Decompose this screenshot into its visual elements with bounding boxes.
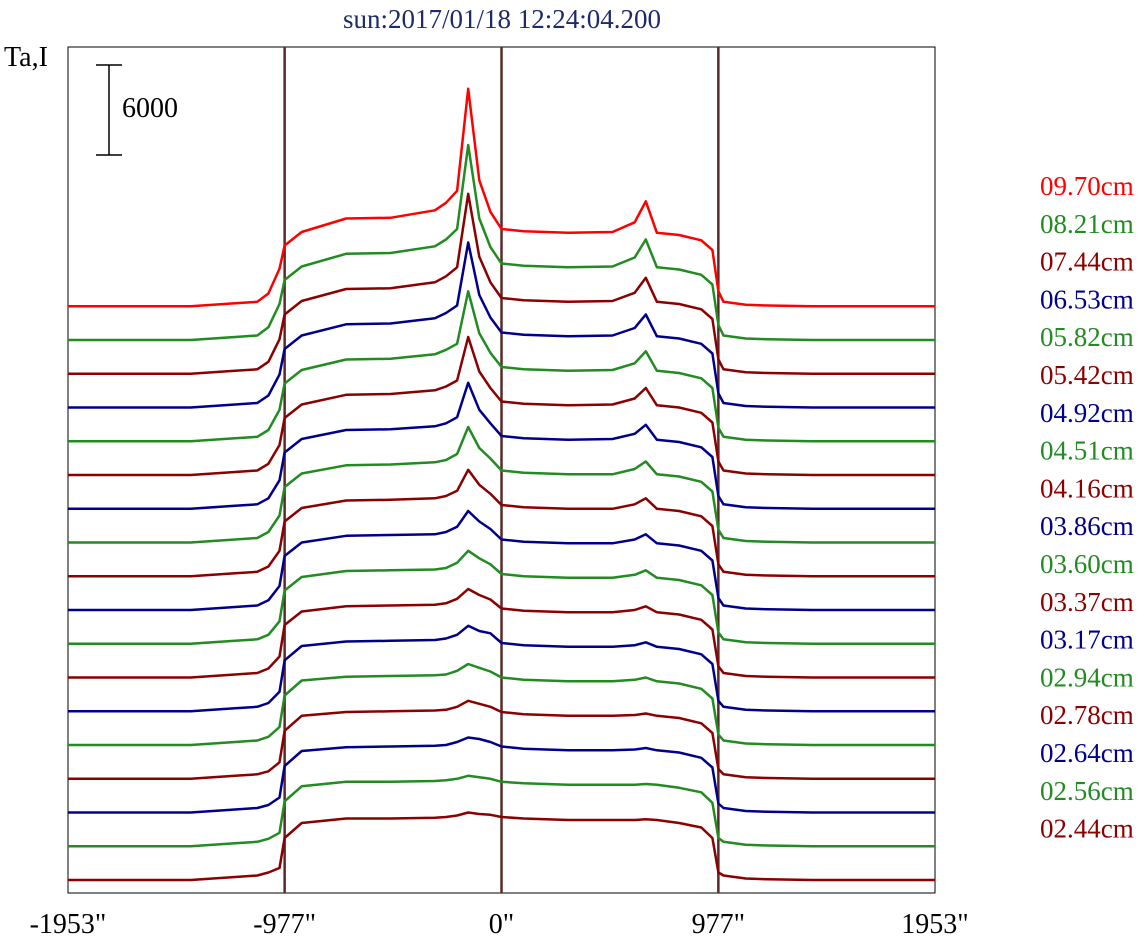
series-line-03.86cm (68, 509, 935, 612)
legend-entry-06.53cm: 06.53cm (1040, 284, 1134, 314)
legend-entry-02.44cm: 02.44cm (1040, 814, 1134, 844)
legend: 09.70cm 08.21cm 07.44cm 06.53cm 05.82cm 05.42… (1040, 171, 1134, 844)
series-line-09.70cm (68, 87, 935, 308)
legend-entry-02.78cm: 02.78cm (1040, 700, 1134, 730)
series-line-04.16cm (68, 468, 935, 578)
legend-entry-02.94cm: 02.94cm (1040, 662, 1134, 692)
x-axis-tick-labels: -1953" -977" 0" 977" 1953" (30, 909, 969, 940)
series-line-03.60cm (68, 549, 935, 646)
y-axis-label: Ta,I (4, 42, 48, 73)
legend-entry-04.16cm: 04.16cm (1040, 473, 1134, 503)
x-tick-label-2: 0" (489, 909, 514, 940)
legend-entry-03.60cm: 03.60cm (1040, 549, 1134, 579)
x-tick-label-0: -1953" (30, 909, 107, 940)
scale-bar: 6000 (96, 64, 178, 156)
x-tick-label-1: -977" (253, 909, 316, 940)
scale-bar-label: 6000 (122, 93, 178, 124)
series-line-02.44cm (68, 811, 935, 882)
series-line-02.78cm (68, 699, 935, 781)
legend-entry-03.86cm: 03.86cm (1040, 511, 1134, 541)
series-line-03.17cm (68, 624, 935, 713)
legend-entry-02.64cm: 02.64cm (1040, 738, 1134, 768)
series-line-03.37cm (68, 587, 935, 679)
series-line-05.42cm (68, 335, 935, 477)
series-line-02.56cm (68, 774, 935, 848)
legend-entry-03.17cm: 03.17cm (1040, 625, 1134, 655)
chart-title: sun:2017/01/18 12:24:04.200 (343, 4, 661, 34)
series-line-05.82cm (68, 290, 935, 443)
series-line-02.64cm (68, 736, 935, 814)
legend-entry-04.92cm: 04.92cm (1040, 398, 1134, 428)
series-line-08.21cm (68, 143, 935, 342)
legend-entry-04.51cm: 04.51cm (1040, 436, 1134, 466)
legend-entry-07.44cm: 07.44cm (1040, 247, 1134, 277)
series-line-07.44cm (68, 192, 935, 376)
series-line-04.51cm (68, 425, 935, 544)
legend-entry-05.42cm: 05.42cm (1040, 360, 1134, 390)
x-tick-label-4: 1953" (901, 909, 968, 940)
series-lines (68, 87, 935, 882)
legend-entry-02.56cm: 02.56cm (1040, 776, 1134, 806)
series-line-04.92cm (68, 381, 935, 511)
x-tick-label-3: 977" (692, 909, 745, 940)
legend-entry-03.37cm: 03.37cm (1040, 587, 1134, 617)
series-line-02.94cm (68, 662, 935, 747)
legend-entry-08.21cm: 08.21cm (1040, 209, 1134, 239)
series-line-06.53cm (68, 241, 935, 409)
legend-entry-09.70cm: 09.70cm (1040, 171, 1134, 201)
legend-entry-05.82cm: 05.82cm (1040, 322, 1134, 352)
